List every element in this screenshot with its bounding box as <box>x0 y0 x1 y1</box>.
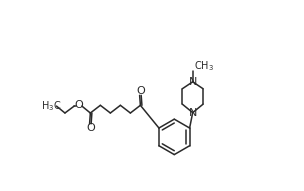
Text: N: N <box>188 77 197 87</box>
Text: O: O <box>86 123 95 133</box>
Text: O: O <box>74 100 83 110</box>
Text: N: N <box>188 108 197 118</box>
Text: O: O <box>136 87 145 96</box>
Text: H$_3$C: H$_3$C <box>41 99 61 113</box>
Text: CH$_3$: CH$_3$ <box>194 60 214 73</box>
